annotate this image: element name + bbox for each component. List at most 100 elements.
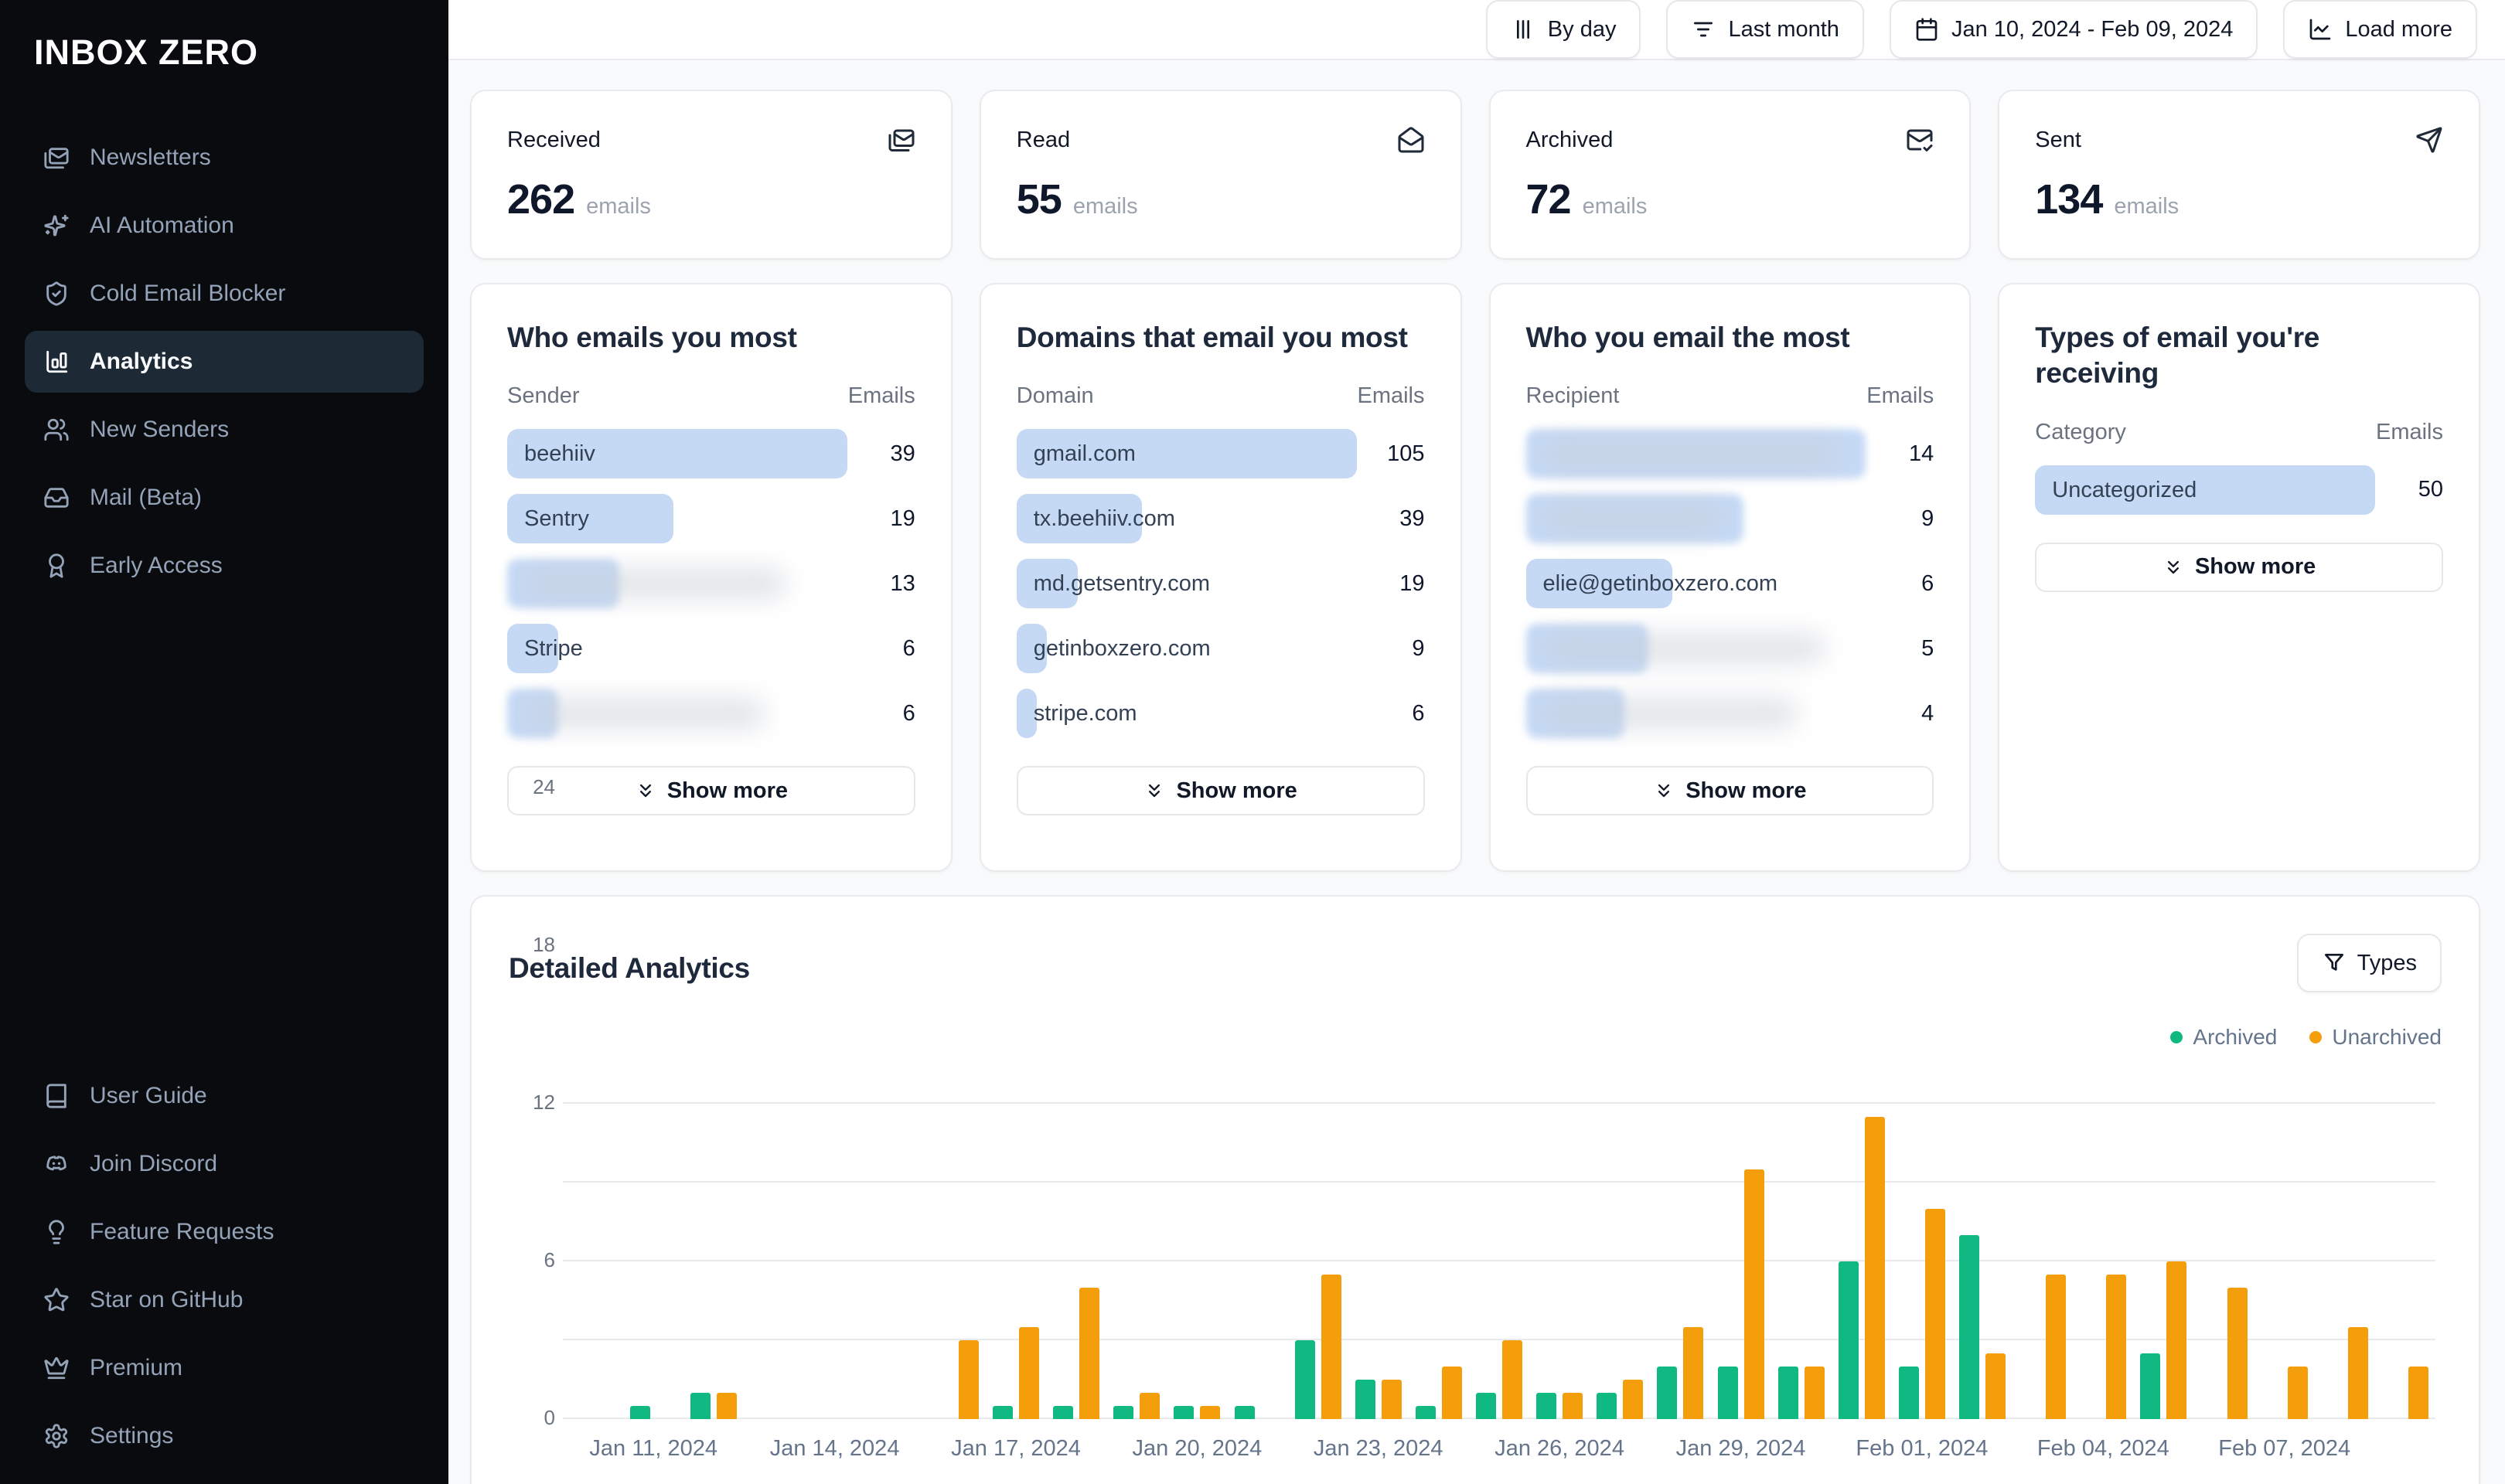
x-axis-tick: Jan 11, 2024 bbox=[589, 1436, 717, 1461]
sidebar-item-label: Cold Email Blocker bbox=[90, 281, 286, 306]
x-axis-tick: Jan 23, 2024 bbox=[1313, 1436, 1443, 1461]
sidebar-item-early-access[interactable]: Early Access bbox=[25, 535, 424, 597]
sparkles-icon bbox=[43, 213, 70, 239]
show-more-button[interactable]: Show more bbox=[507, 766, 915, 816]
value-bar bbox=[507, 494, 674, 544]
value-bar bbox=[1016, 494, 1143, 544]
show-more-button[interactable]: Show more bbox=[2035, 542, 2443, 592]
chart-gridline: 6 bbox=[544, 1248, 2435, 1340]
chart-gridline: 24 bbox=[533, 775, 2435, 1104]
bar-unarchived bbox=[1743, 1169, 1764, 1419]
bar-unarchived bbox=[958, 1340, 979, 1419]
bar-unarchived bbox=[1140, 1393, 1160, 1419]
bar-unarchived bbox=[1985, 1353, 2006, 1419]
sidebar-item-analytics[interactable]: Analytics bbox=[25, 331, 424, 393]
sidebar-item-newsletters[interactable]: Newsletters bbox=[25, 127, 424, 189]
stat-value: 72 bbox=[1525, 176, 1572, 223]
discord-icon bbox=[43, 1151, 70, 1177]
bar-archived bbox=[1838, 1261, 1859, 1419]
shield-check-icon bbox=[43, 281, 70, 307]
redacted-text bbox=[523, 568, 786, 600]
column-headers: Sender Emails bbox=[507, 383, 915, 409]
mails-icon bbox=[888, 126, 915, 154]
row-label: Stripe bbox=[524, 636, 583, 662]
bar-archived bbox=[993, 1406, 1013, 1419]
bar-unarchived bbox=[1079, 1288, 1100, 1419]
redacted-text bbox=[1542, 438, 1839, 470]
by-day-button[interactable]: By day bbox=[1485, 0, 1641, 59]
chart-gridline: 18 bbox=[533, 933, 2435, 1183]
lists-row: Who emails you most Sender Emails beehiiv… bbox=[470, 283, 2480, 872]
bar-archived bbox=[1355, 1380, 1375, 1419]
bar-unarchived bbox=[1924, 1209, 1945, 1419]
columns-icon bbox=[1511, 17, 1535, 42]
bar-archived bbox=[1053, 1406, 1074, 1419]
sidebar-item-star-on-github[interactable]: Star on GitHub bbox=[25, 1269, 424, 1331]
sidebar-item-label: Feature Requests bbox=[90, 1219, 274, 1244]
sidebar-item-join-discord[interactable]: Join Discord bbox=[25, 1133, 424, 1195]
value-bar bbox=[1016, 624, 1048, 674]
row-count: 19 bbox=[1399, 570, 1425, 596]
bar-archived bbox=[1174, 1406, 1195, 1419]
chevrons-down-icon bbox=[1653, 780, 1675, 802]
sidebar-item-label: Analytics bbox=[90, 349, 193, 374]
send-icon bbox=[2415, 126, 2443, 154]
row-count: 105 bbox=[1387, 441, 1425, 466]
table-row: Uncategorized 50 bbox=[2035, 465, 2443, 515]
last-month-button[interactable]: Last month bbox=[1666, 0, 1864, 59]
sidebar-item-cold-email-blocker[interactable]: Cold Email Blocker bbox=[25, 263, 424, 325]
filter-lines-icon bbox=[1691, 17, 1716, 42]
stat-unit: emails bbox=[1582, 194, 1648, 219]
chart-column-icon bbox=[43, 349, 70, 375]
sidebar-item-label: New Senders bbox=[90, 417, 230, 442]
types-filter-button[interactable]: Types bbox=[2296, 934, 2442, 992]
row-count: 6 bbox=[1921, 570, 1934, 596]
sidebar-item-feature-requests[interactable]: Feature Requests bbox=[25, 1201, 424, 1263]
legend-dot-icon bbox=[2309, 1031, 2323, 1043]
show-more-button[interactable]: Show more bbox=[1016, 766, 1425, 816]
bar-unarchived bbox=[1683, 1327, 1704, 1419]
value-bar bbox=[507, 624, 558, 674]
sidebar-item-new-senders[interactable]: New Senders bbox=[25, 399, 424, 461]
sidebar-item-settings[interactable]: Settings bbox=[25, 1405, 424, 1467]
value-bar bbox=[2035, 465, 2375, 515]
detailed-analytics-header: Detailed Analytics Types bbox=[509, 934, 2442, 992]
stat-value: 262 bbox=[507, 176, 575, 223]
date-range-button[interactable]: Jan 10, 2024 - Feb 09, 2024 bbox=[1889, 0, 2258, 59]
x-axis-tick: Feb 01, 2024 bbox=[1856, 1436, 1989, 1461]
column-headers: Category Emails bbox=[2035, 419, 2443, 444]
stat-unit: emails bbox=[586, 194, 651, 219]
detailed-analytics-title: Detailed Analytics bbox=[509, 952, 750, 984]
stat-card-sent: Sent 134 emails bbox=[1998, 90, 2480, 260]
redacted-text bbox=[1542, 503, 1723, 535]
table-row: Sentry 19 bbox=[507, 494, 915, 544]
table-row: 13 bbox=[507, 559, 915, 609]
bar-archived bbox=[1717, 1367, 1738, 1419]
book-icon bbox=[43, 1083, 70, 1109]
sidebar-item-user-guide[interactable]: User Guide bbox=[25, 1065, 424, 1127]
sidebar-item-premium[interactable]: Premium bbox=[25, 1337, 424, 1399]
row-count: 9 bbox=[1921, 505, 1934, 531]
sidebar-item-label: Settings bbox=[90, 1423, 174, 1448]
table-row: 14 bbox=[1525, 429, 1934, 479]
table-row: getinboxzero.com 9 bbox=[1016, 624, 1425, 674]
show-more-button[interactable]: Show more bbox=[1525, 766, 1934, 816]
chevrons-down-icon bbox=[2162, 556, 2184, 578]
bar-unarchived bbox=[1321, 1275, 1341, 1419]
sidebar-footer-nav: User Guide Join Discord Feature Requests St… bbox=[0, 1065, 448, 1484]
bar-unarchived bbox=[2166, 1261, 2187, 1419]
load-more-button[interactable]: Load more bbox=[2283, 0, 2477, 59]
x-axis-tick: Jan 17, 2024 bbox=[951, 1436, 1081, 1461]
topbar: By day Last month Jan 10, 2024 - Feb 09, 2… bbox=[448, 0, 2505, 60]
table-row: md.getsentry.com 19 bbox=[1016, 559, 1425, 609]
sidebar-item-ai-automation[interactable]: AI Automation bbox=[25, 195, 424, 257]
chart-legend: Archived Unarchived bbox=[509, 1025, 2442, 1050]
detailed-analytics-card: Detailed Analytics Types Archived Unarchi… bbox=[470, 775, 2480, 1484]
bar-archived bbox=[1536, 1393, 1557, 1419]
stat-label: Sent bbox=[2035, 127, 2081, 152]
sidebar-item-mail-beta[interactable]: Mail (Beta) bbox=[25, 467, 424, 529]
sidebar-nav: Newsletters AI Automation Cold Email Block… bbox=[0, 127, 448, 597]
table-row: gmail.com 105 bbox=[1016, 429, 1425, 479]
table-row: 4 bbox=[1525, 689, 1934, 739]
